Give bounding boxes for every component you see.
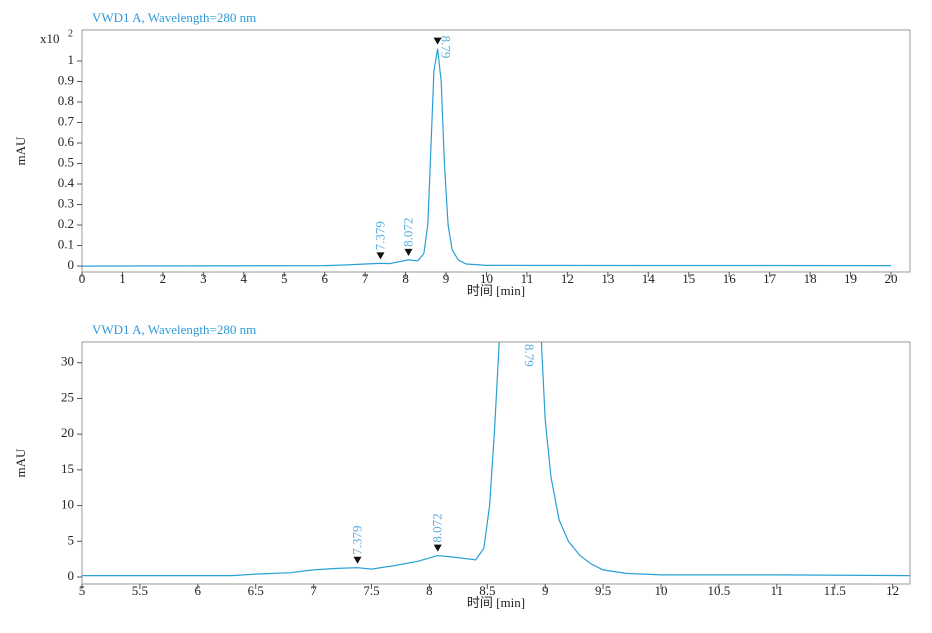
- y-tick-label: 0.2: [58, 216, 74, 231]
- peak-marker: [404, 248, 413, 256]
- y-tick-label: 0.1: [58, 237, 74, 252]
- trace: [82, 342, 910, 577]
- peak-label: 7.379: [372, 221, 387, 250]
- x-tick-label: 7: [310, 583, 317, 598]
- x-tick-label: 9: [443, 271, 450, 286]
- y-tick-label: 0.8: [58, 93, 74, 108]
- x-tick-label: 8: [426, 583, 433, 598]
- x-tick-label: 12: [561, 271, 574, 286]
- y-multiplier: x10: [40, 31, 60, 46]
- trace: [82, 48, 892, 267]
- peak-marker: [433, 37, 442, 45]
- x-tick-label: 11: [521, 271, 534, 286]
- y-tick-label: 10: [61, 497, 74, 512]
- x-tick-label: 8.5: [479, 583, 495, 598]
- x-tick-label: 14: [642, 271, 656, 286]
- x-tick-label: 17: [763, 271, 777, 286]
- x-tick-label: 20: [884, 271, 897, 286]
- y-tick-label: 0.4: [58, 175, 75, 190]
- x-tick-label: 12: [886, 583, 899, 598]
- x-tick-label: 6: [195, 583, 202, 598]
- y-tick-label: 0.5: [58, 154, 74, 169]
- x-tick-label: 7.5: [363, 583, 379, 598]
- x-tick-label: 10: [480, 271, 493, 286]
- peak-marker: [353, 556, 362, 564]
- x-axis-label: 时间 [min]: [467, 595, 525, 610]
- plot-frame: [81, 341, 911, 585]
- peak-label: 8.79: [439, 36, 454, 59]
- peak-marker: [433, 544, 442, 552]
- peak-label: 8.072: [400, 218, 415, 247]
- x-tick-label: 15: [682, 271, 695, 286]
- y-tick-label: 20: [61, 425, 74, 440]
- y-tick-label: 0: [68, 257, 75, 272]
- x-tick-label: 3: [200, 271, 207, 286]
- peak-label: 8.79: [522, 344, 537, 367]
- chart: VWD1 A, Wavelength=280 nm mAU 时间 [min] x10 2…: [13, 10, 911, 298]
- x-tick-label: 0: [79, 271, 86, 286]
- x-tick-label: 13: [601, 271, 614, 286]
- x-tick-label: 16: [723, 271, 737, 286]
- y-tick-label: 15: [61, 461, 74, 476]
- y-axis-label: mAU: [13, 136, 28, 166]
- x-tick-label: 5.5: [132, 583, 148, 598]
- x-tick-label: 19: [844, 271, 857, 286]
- x-tick-label: 10.5: [708, 583, 731, 598]
- x-tick-label: 5: [79, 583, 86, 598]
- y-tick-label: 0.7: [58, 113, 75, 128]
- x-tick-label: 7: [362, 271, 369, 286]
- peak-marker: [376, 252, 385, 260]
- x-tick-label: 11: [771, 583, 784, 598]
- x-tick-label: 10: [655, 583, 668, 598]
- y-tick-label: 0.6: [58, 134, 75, 149]
- x-tick-label: 8: [402, 271, 409, 286]
- x-tick-label: 6.5: [248, 583, 264, 598]
- y-tick-label: 1: [68, 52, 75, 67]
- y-tick-label: 0: [68, 568, 75, 583]
- y-tick-label: 30: [61, 354, 74, 369]
- chart-title: VWD1 A, Wavelength=280 nm: [92, 10, 256, 25]
- x-tick-label: 11.5: [824, 583, 846, 598]
- plot-frame: [81, 29, 911, 273]
- y-tick-label: 0.3: [58, 196, 74, 211]
- peak-label: 7.379: [349, 525, 364, 554]
- x-tick-label: 5: [281, 271, 288, 286]
- chart-title: VWD1 A, Wavelength=280 nm: [92, 322, 256, 337]
- y-tick-label: 0.9: [58, 72, 74, 87]
- x-axis-label: 时间 [min]: [467, 283, 525, 298]
- x-tick-label: 9: [542, 583, 549, 598]
- x-tick-label: 6: [321, 271, 328, 286]
- peak-label: 8.072: [430, 513, 445, 542]
- x-tick-label: 18: [804, 271, 817, 286]
- x-tick-label: 9.5: [595, 583, 611, 598]
- y-tick-label: 5: [68, 532, 75, 547]
- y-multiplier-exponent: 2: [68, 28, 73, 39]
- x-tick-label: 4: [241, 271, 248, 286]
- x-tick-label: 2: [160, 271, 167, 286]
- y-axis-label: mAU: [13, 448, 28, 478]
- x-tick-label: 1: [119, 271, 126, 286]
- y-tick-label: 25: [61, 389, 74, 404]
